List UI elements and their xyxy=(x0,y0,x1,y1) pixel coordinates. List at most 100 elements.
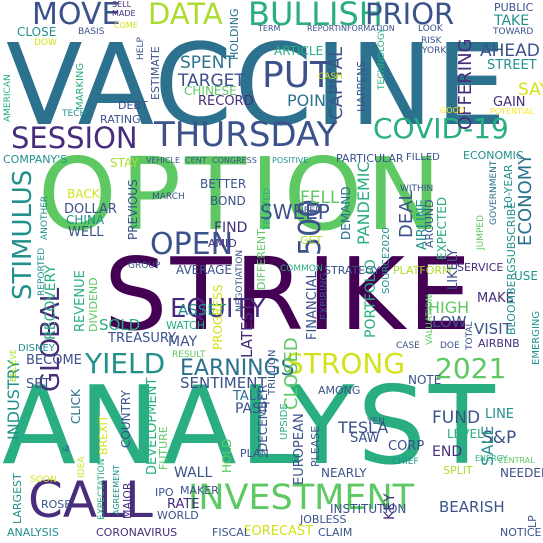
word-split: SPLIT xyxy=(443,464,473,477)
word-sold: SOLD xyxy=(99,316,141,334)
word-low: LOW xyxy=(432,313,467,331)
word-york: YORK xyxy=(422,46,447,56)
word-fell: FELL xyxy=(300,188,340,208)
word-particular: PARTICULAR xyxy=(336,152,404,165)
word-line: LINE xyxy=(485,407,515,422)
word-filled: FILLED xyxy=(406,152,440,163)
word-dollar: DOLLAR xyxy=(64,202,117,217)
word-lp: LP xyxy=(526,515,539,528)
word-forecast: FORECAST xyxy=(244,524,314,539)
word-bond: BOND xyxy=(210,194,246,208)
word-session: SESSION xyxy=(11,121,138,155)
word-notice: NOTICE xyxy=(500,526,542,539)
word-come: COME xyxy=(114,21,138,30)
word-within: WITHIN xyxy=(400,184,434,194)
word-central: CENTRAL xyxy=(498,456,535,465)
word-gain: GAIN xyxy=(493,95,526,110)
word-basis: BASIS xyxy=(78,27,105,37)
word-end: END xyxy=(432,444,463,460)
word-service: SERVICE xyxy=(457,261,504,274)
word-agreement: AGREEMENT xyxy=(112,464,121,515)
word-2021: 2021 xyxy=(435,352,507,385)
word-debt: DEBT xyxy=(118,99,148,112)
word-term: TERM xyxy=(258,24,281,33)
word-previous: PREVIOUS xyxy=(126,179,140,240)
word-sweep: SWEEP xyxy=(260,200,330,224)
word-plan: PLAN xyxy=(240,447,269,460)
word-stay: STAY xyxy=(110,156,139,170)
word-public: PUBLIC xyxy=(494,1,534,14)
word-dividend: DIVIDEND xyxy=(87,277,100,332)
word-help: HELP xyxy=(136,37,146,60)
word-move: MOVE xyxy=(32,0,121,32)
word-progress: PROGRESS xyxy=(211,284,225,350)
word-closed: CLOSED xyxy=(281,337,302,410)
word-average: AVERAGE xyxy=(176,263,232,277)
word-another: ANOTHER xyxy=(40,195,50,240)
word-better: BETTER xyxy=(200,177,247,191)
word-negotiation: NEGOTIATION xyxy=(235,249,245,312)
word-congress: CONGRESS xyxy=(212,156,257,165)
word-china: CHINA xyxy=(66,213,105,227)
word-bearish: BEARISH xyxy=(439,498,505,516)
word-reported: REPORTED xyxy=(37,247,47,296)
word-visit: VISIT xyxy=(474,320,512,338)
word-american: AMERICAN xyxy=(3,74,13,122)
word-pandemic: PANDEMIC xyxy=(354,161,373,245)
word-marking: MARKING xyxy=(75,62,86,110)
word-rate: RATE xyxy=(167,497,200,512)
word-asset: ASSET xyxy=(178,301,226,319)
word-need: NEED xyxy=(297,206,323,216)
word-good: GOOD xyxy=(440,106,465,115)
word-yield: YIELD xyxy=(85,347,166,380)
word-potential: POTENTIAL xyxy=(490,107,535,116)
word-case: CASE xyxy=(396,341,420,351)
word-brexit: BREXIT xyxy=(97,415,110,455)
word-well: WELL xyxy=(68,225,104,240)
word-holding: HOLDING xyxy=(228,8,241,60)
word-institution: INSTITUTION xyxy=(330,502,407,516)
word-may: MAY xyxy=(168,334,198,350)
word-thursday: THURSDAY xyxy=(154,115,338,155)
word-prior: PRIOR xyxy=(365,0,455,31)
word-vaccine: VACCINE xyxy=(6,21,509,151)
word-analyst: ANALYST xyxy=(2,364,498,489)
word-rating: RATING xyxy=(100,113,141,126)
word-among: AMONG xyxy=(318,384,361,397)
word-positive: POSITIVE xyxy=(272,156,309,165)
word-say: SAY xyxy=(518,80,543,100)
word-please: PLEASE xyxy=(309,425,322,467)
word-total: TOTAL xyxy=(465,321,475,350)
word-valuation: VALUATION xyxy=(425,294,435,345)
word-past: PAST xyxy=(235,401,270,417)
word-ahead: AHEAD xyxy=(480,41,540,61)
word-covid-19: COVID-19 xyxy=(373,112,509,145)
word-high: HIGH xyxy=(428,298,470,317)
word-saw: SAW xyxy=(350,431,380,446)
word-spent: SPENT xyxy=(180,53,235,73)
word-maker: MAKER xyxy=(180,484,219,497)
word-yen: YEN xyxy=(367,417,385,427)
word-strategy: STRATEGY xyxy=(324,264,380,277)
word-find: FIND xyxy=(214,220,248,236)
word-dow: DOW xyxy=(34,38,57,48)
word-likely: LIKELY xyxy=(446,248,461,290)
word-strike: STRIKE xyxy=(104,236,475,353)
word-equity: EQUITY xyxy=(170,294,266,324)
word-open: OPEN xyxy=(150,227,234,262)
word-largest: LARGEST xyxy=(11,473,24,524)
word-make: MAKE xyxy=(477,291,514,306)
word-trillion: TRILLION xyxy=(267,349,278,395)
word-click: CLICK xyxy=(69,389,83,424)
word-financial: FINANCIAL xyxy=(305,271,320,340)
word-talk: TALK xyxy=(233,389,265,404)
word-10-year: 10-YEAR xyxy=(502,164,515,211)
word-companys: COMPANY'S xyxy=(3,153,68,166)
word-expectation: EXPECTATION xyxy=(97,458,107,520)
word-bullish: BULLISH xyxy=(248,0,383,33)
word-sell: SELL xyxy=(112,0,132,9)
word-capital: CAPITAL xyxy=(326,47,347,120)
word-strong: STRONG xyxy=(286,347,406,380)
word-article: ARTICLE xyxy=(274,44,324,58)
word-source2020: SOURCE2020 xyxy=(381,227,392,294)
